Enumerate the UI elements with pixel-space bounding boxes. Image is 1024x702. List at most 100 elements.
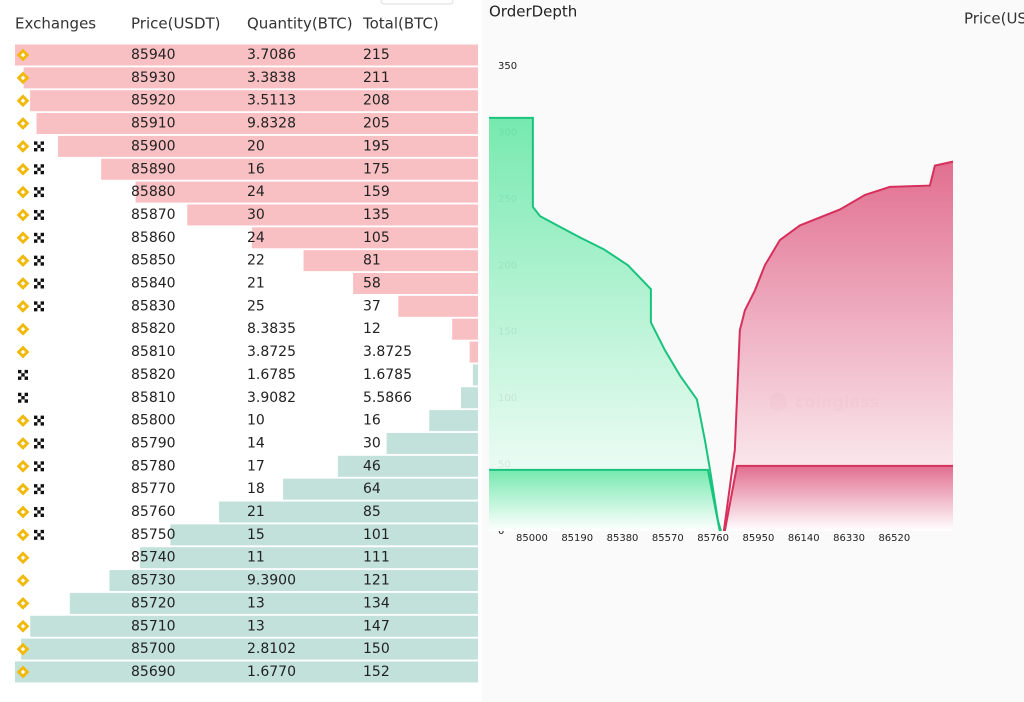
icon-shape [37, 304, 41, 309]
quantity-cell: 24 [247, 230, 265, 246]
icon-shape [40, 141, 44, 145]
icon-shape [18, 376, 22, 380]
bid-depth-bar [139, 547, 478, 569]
total-cell: 150 [363, 641, 390, 657]
icon-shape [18, 392, 22, 397]
okx-icon [34, 507, 44, 517]
icon-shape [34, 507, 38, 511]
price-cell: 85810 [131, 390, 176, 406]
price-cell: 85720 [131, 595, 176, 611]
icon-shape [34, 148, 38, 152]
icon-shape [37, 487, 41, 491]
depth-chart: 0501001502002503003508500085190853808557… [489, 61, 954, 544]
icon-shape [34, 445, 38, 449]
icon-shape [34, 141, 38, 145]
icon-shape [20, 349, 26, 355]
price-cell: 85760 [131, 504, 176, 520]
icon-shape [34, 232, 38, 237]
ask-depth-bar [187, 204, 479, 226]
okx-icon [34, 301, 44, 312]
quantity-cell: 30 [247, 207, 265, 223]
icon-shape [34, 307, 38, 312]
bid-depth-bar [69, 592, 478, 614]
okx-icon [34, 529, 44, 540]
icon-shape [40, 307, 44, 312]
total-cell: 58 [363, 276, 381, 292]
column-header: Total(BTC) [362, 15, 439, 33]
price-cell: 85840 [131, 276, 176, 292]
icon-shape [37, 533, 41, 537]
icon-shape [20, 52, 26, 58]
icon-shape [40, 209, 44, 214]
total-cell: 5.5866 [363, 390, 412, 406]
price-cell: 85850 [131, 253, 176, 269]
ask-depth-area [724, 465, 953, 531]
icon-shape [40, 490, 44, 495]
icon-shape [34, 187, 38, 191]
icon-shape [37, 167, 41, 171]
ask-depth-bar [15, 44, 478, 66]
quantity-cell: 21 [247, 504, 265, 520]
icon-shape [24, 376, 28, 380]
ask-depth-bar [135, 181, 479, 203]
total-cell: 85 [363, 504, 381, 520]
ask-depth-bar [30, 90, 478, 112]
bid-depth-bar [109, 570, 478, 592]
bid-depth-bar [429, 410, 478, 432]
ask-depth-area [723, 161, 953, 531]
ask-depth-bar [303, 250, 478, 272]
icon-shape [34, 438, 38, 442]
bid-depth-bar [460, 387, 478, 409]
price-cell: 85880 [131, 184, 176, 200]
bid-depth-line [489, 468, 721, 532]
icon-shape [40, 529, 44, 534]
total-cell: 147 [363, 618, 390, 634]
icon-shape [40, 193, 44, 198]
dropdown[interactable] [380, 0, 454, 5]
icon-shape [40, 262, 44, 266]
x-tick-label: 86520 [878, 533, 910, 544]
ask-depth-bar [23, 67, 478, 89]
quantity-cell: 9.8328 [247, 116, 296, 132]
price-cell: 85700 [131, 641, 176, 657]
icon-shape [34, 262, 38, 266]
okx-icon [34, 209, 44, 220]
icon-shape [40, 232, 44, 237]
bid-depth-bar [21, 638, 479, 660]
icon-shape [34, 513, 38, 517]
quantity-cell: 1.6770 [247, 664, 296, 680]
x-tick-label: 86140 [788, 533, 820, 544]
total-cell: 152 [363, 664, 390, 680]
total-cell: 159 [363, 184, 390, 200]
okx-icon [34, 438, 44, 449]
okx-icon [34, 187, 44, 198]
icon-shape [34, 467, 38, 472]
icon-shape [34, 461, 38, 465]
quantity-cell: 3.3838 [247, 70, 296, 86]
quantity-cell: 16 [247, 161, 265, 177]
icon-shape [20, 464, 26, 469]
binance-icon [16, 208, 30, 222]
price-cell: 85710 [131, 618, 176, 634]
bid-depth-area [489, 117, 721, 532]
price-cell: 85820 [131, 367, 176, 383]
total-cell: 105 [363, 230, 390, 246]
icon-shape [20, 144, 26, 149]
binance-icon [16, 48, 30, 62]
icon-shape [34, 484, 38, 488]
icon-shape [34, 278, 38, 282]
price-cell: 85820 [131, 321, 176, 337]
price-cell: 85780 [131, 458, 176, 474]
binance-icon [16, 277, 30, 290]
icon-shape [34, 490, 38, 495]
okx-icon [18, 392, 28, 403]
price-cell: 85920 [131, 93, 176, 109]
quantity-cell: 3.9082 [247, 390, 296, 406]
price-cell: 85810 [131, 344, 176, 360]
binance-icon [16, 162, 30, 176]
icon-shape [40, 164, 44, 168]
icon-shape [34, 193, 38, 198]
bid-depth-area [489, 469, 720, 531]
icon-shape [34, 209, 38, 214]
